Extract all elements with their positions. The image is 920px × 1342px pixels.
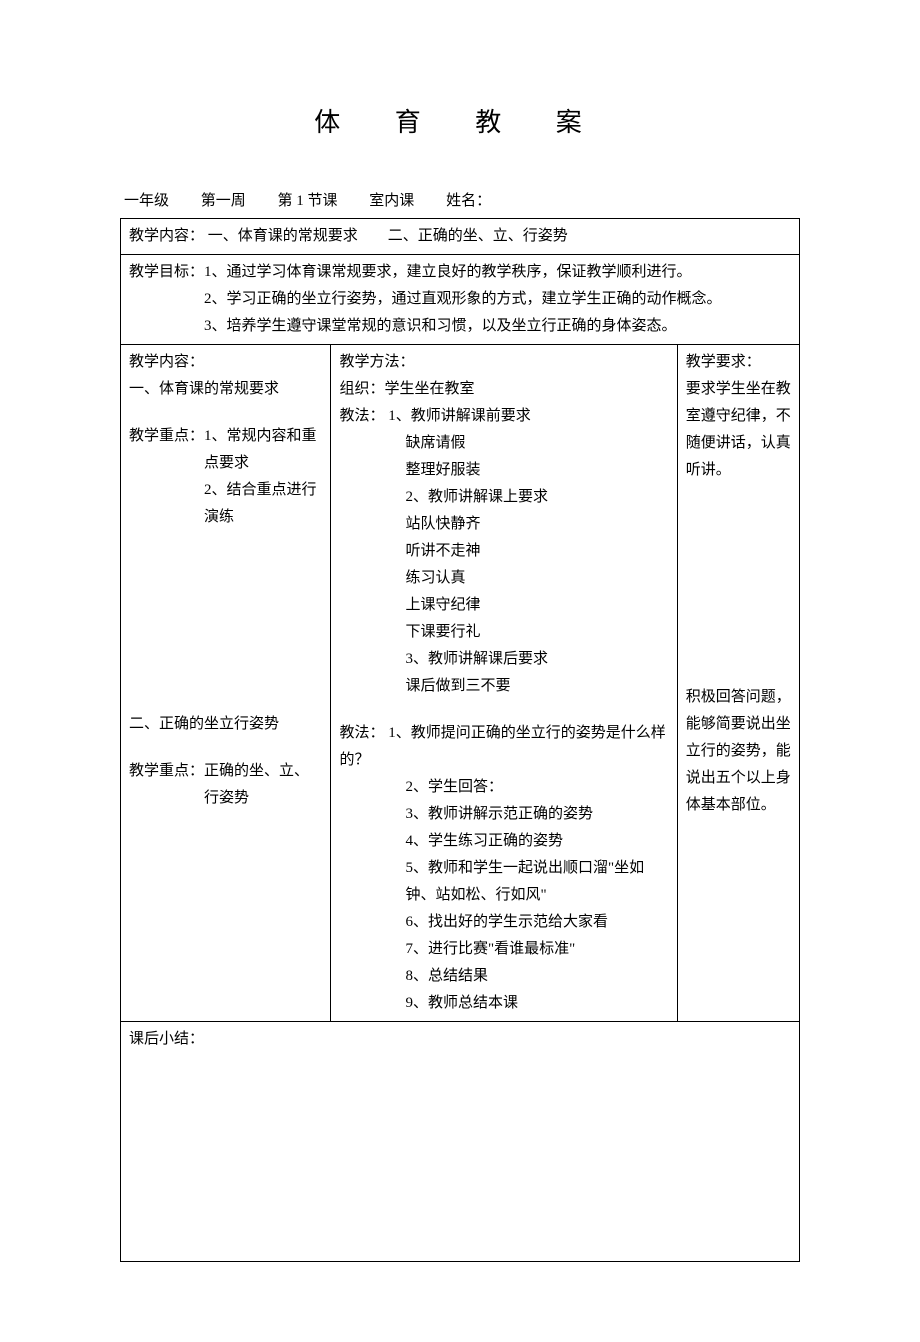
meta-week: 第一周 xyxy=(201,193,246,209)
section2-mid-9: 9、教师总结本课 xyxy=(339,990,668,1017)
section2-mid-6: 6、找出好的学生示范给大家看 xyxy=(339,909,668,936)
section1-mid-method-label: 教法： xyxy=(339,408,384,424)
body-right-cell: 教学要求： 要求学生坐在教室遵守纪律，不随便讲话，认真听讲。 积极回答问题，能够… xyxy=(677,344,799,1021)
section2-mid-method-label: 教法： xyxy=(339,725,384,741)
objectives-label: 教学目标： xyxy=(129,259,204,340)
content-item-1: 一、体育课的常规要求 xyxy=(208,228,358,244)
section2-focus-label: 教学重点： xyxy=(129,758,204,812)
meta-place: 室内课 xyxy=(369,193,414,209)
section2-mid-3: 3、教师讲解示范正确的姿势 xyxy=(339,801,668,828)
content-item-2: 二、正确的坐、立、行姿势 xyxy=(388,228,568,244)
col-right-header: 教学要求： xyxy=(686,349,791,376)
body-mid-cell: 教学方法： 组织：学生坐在教室 教法： 1、教师讲解课前要求 缺席请假 整理好服… xyxy=(331,344,677,1021)
section2-mid-4: 4、学生练习正确的姿势 xyxy=(339,828,668,855)
page-title: 体 育 教 案 xyxy=(120,100,800,146)
section1-mid-3: 3、教师讲解课后要求 xyxy=(339,646,668,673)
teaching-content-row: 教学内容： 一、体育课的常规要求 二、正确的坐、立、行姿势 xyxy=(121,218,800,254)
section1-mid-2e: 下课要行礼 xyxy=(339,619,668,646)
section2-left-title: 二、正确的坐立行姿势 xyxy=(129,711,322,738)
section1-focus-label: 教学重点： xyxy=(129,423,204,531)
section1-mid-3a: 课后做到三不要 xyxy=(339,673,668,700)
meta-name-label: 姓名： xyxy=(446,193,491,209)
teaching-objectives-row: 教学目标： 1、通过学习体育课常规要求，建立良好的教学秩序，保证教学顺利进行。 … xyxy=(121,254,800,344)
section2-right: 积极回答问题，能够简要说出坐立行的姿势，能说出五个以上身体基本部位。 xyxy=(686,684,791,819)
col-mid-header: 教学方法： xyxy=(339,349,668,376)
col-left-header: 教学内容： xyxy=(129,349,322,376)
section1-focus-2: 2、结合重点进行演练 xyxy=(204,477,322,531)
section2-mid-5: 5、教师和学生一起说出顺口溜"坐如钟、站如松、行如风" xyxy=(339,855,668,909)
section2-mid-7: 7、进行比赛"看谁最标准" xyxy=(339,936,668,963)
lesson-plan-table: 教学内容： 一、体育课的常规要求 二、正确的坐、立、行姿势 教学目标： 1、通过… xyxy=(120,218,800,1262)
section1-mid-2: 2、教师讲解课上要求 xyxy=(339,484,668,511)
section1-focus-1: 1、常规内容和重点要求 xyxy=(204,423,322,477)
section2-mid-1: 1、教师提问正确的坐立行的姿势是什么样的？ xyxy=(339,725,665,768)
summary-label: 课后小结： xyxy=(129,1026,791,1053)
body-left-cell: 教学内容： 一、体育课的常规要求 教学重点： 1、常规内容和重点要求 2、结合重… xyxy=(121,344,331,1021)
section1-mid-2a: 站队快静齐 xyxy=(339,511,668,538)
objective-1: 1、通过学习体育课常规要求，建立良好的教学秩序，保证教学顺利进行。 xyxy=(204,259,791,286)
section1-mid-2b: 听讲不走神 xyxy=(339,538,668,565)
summary-row: 课后小结： xyxy=(121,1021,800,1261)
section1-left-title: 一、体育课的常规要求 xyxy=(129,376,322,403)
section1-mid-1b: 整理好服装 xyxy=(339,457,668,484)
section2-mid-2: 2、学生回答： xyxy=(339,774,668,801)
section1-right: 要求学生坐在教室遵守纪律，不随便讲话，认真听讲。 xyxy=(686,376,791,484)
section1-mid-1: 1、教师讲解课前要求 xyxy=(388,408,531,424)
section1-mid-2d: 上课守纪律 xyxy=(339,592,668,619)
meta-line: 一年级 第一周 第 1 节课 室内课 姓名： xyxy=(120,188,800,214)
meta-grade: 一年级 xyxy=(124,193,169,209)
meta-lesson: 第 1 节课 xyxy=(278,193,338,209)
section2-focus-text: 正确的坐、立、行姿势 xyxy=(204,758,322,812)
content-label: 教学内容： xyxy=(129,228,204,244)
section1-mid-org: 组织：学生坐在教室 xyxy=(339,376,668,403)
objective-2: 2、学习正确的坐立行姿势，通过直观形象的方式，建立学生正确的动作概念。 xyxy=(204,286,791,313)
section1-mid-1a: 缺席请假 xyxy=(339,430,668,457)
section2-mid-8: 8、总结结果 xyxy=(339,963,668,990)
objective-3: 3、培养学生遵守课堂常规的意识和习惯，以及坐立行正确的身体姿态。 xyxy=(204,313,791,340)
section1-mid-2c: 练习认真 xyxy=(339,565,668,592)
